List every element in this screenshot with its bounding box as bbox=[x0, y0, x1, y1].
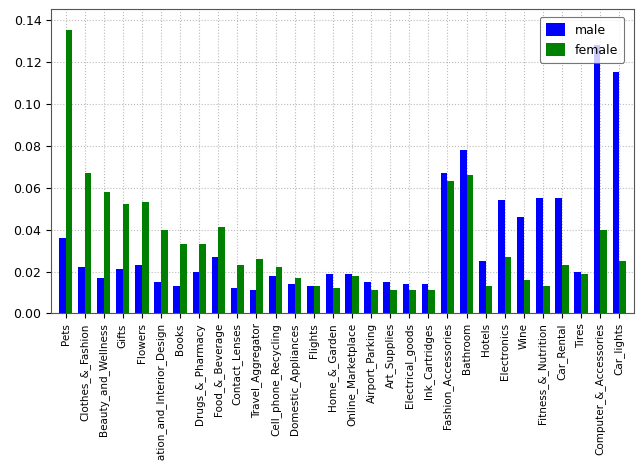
Bar bbox=[59, 238, 65, 313]
Bar bbox=[269, 276, 276, 313]
Bar bbox=[524, 280, 531, 313]
Bar bbox=[314, 286, 321, 313]
Bar bbox=[193, 272, 199, 313]
Bar bbox=[288, 284, 294, 313]
Bar bbox=[97, 278, 104, 313]
Bar bbox=[517, 217, 524, 313]
Bar bbox=[479, 261, 486, 313]
Bar bbox=[390, 290, 397, 313]
Bar bbox=[173, 286, 180, 313]
Bar bbox=[543, 286, 550, 313]
Bar bbox=[581, 274, 588, 313]
Bar bbox=[116, 269, 123, 313]
Bar bbox=[161, 230, 168, 313]
Bar bbox=[460, 150, 467, 313]
Bar bbox=[135, 265, 142, 313]
Bar bbox=[180, 244, 187, 313]
Bar bbox=[84, 173, 92, 313]
Bar bbox=[428, 290, 435, 313]
Bar bbox=[612, 72, 620, 313]
Bar bbox=[123, 204, 129, 313]
Bar bbox=[364, 282, 371, 313]
Bar bbox=[294, 278, 301, 313]
Bar bbox=[620, 261, 626, 313]
Bar bbox=[78, 267, 84, 313]
Bar bbox=[104, 192, 110, 313]
Bar bbox=[276, 267, 282, 313]
Bar bbox=[486, 286, 492, 313]
Bar bbox=[593, 45, 600, 313]
Bar bbox=[409, 290, 416, 313]
Bar bbox=[326, 274, 333, 313]
Bar bbox=[250, 290, 257, 313]
Bar bbox=[230, 288, 237, 313]
Bar bbox=[441, 173, 447, 313]
Bar bbox=[218, 227, 225, 313]
Bar bbox=[333, 288, 340, 313]
Bar bbox=[237, 265, 244, 313]
Bar bbox=[142, 202, 148, 313]
Bar bbox=[556, 198, 562, 313]
Bar bbox=[352, 276, 358, 313]
Bar bbox=[345, 274, 352, 313]
Bar bbox=[536, 198, 543, 313]
Bar bbox=[422, 284, 428, 313]
Bar bbox=[562, 265, 569, 313]
Bar bbox=[600, 230, 607, 313]
Bar bbox=[403, 284, 409, 313]
Bar bbox=[199, 244, 206, 313]
Bar bbox=[154, 282, 161, 313]
Bar bbox=[257, 259, 263, 313]
Bar bbox=[467, 175, 473, 313]
Bar bbox=[307, 286, 314, 313]
Legend: male, female: male, female bbox=[540, 17, 625, 63]
Bar bbox=[371, 290, 378, 313]
Bar bbox=[575, 272, 581, 313]
Bar bbox=[65, 30, 72, 313]
Bar bbox=[498, 200, 505, 313]
Bar bbox=[505, 257, 511, 313]
Bar bbox=[383, 282, 390, 313]
Bar bbox=[447, 181, 454, 313]
Bar bbox=[212, 257, 218, 313]
